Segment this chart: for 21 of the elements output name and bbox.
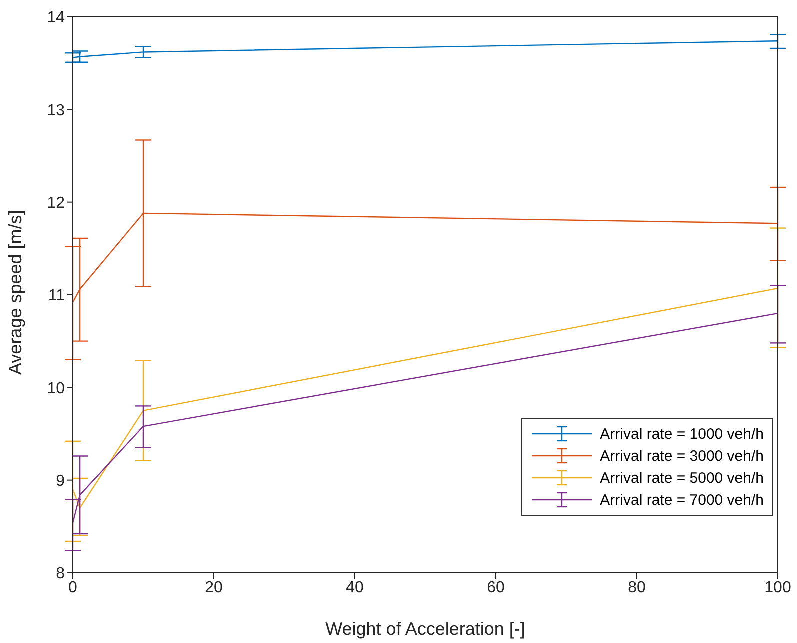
line-series bbox=[73, 40, 778, 58]
x-tick-label: 40 bbox=[346, 579, 364, 596]
y-tick-label: 13 bbox=[47, 102, 66, 120]
x-tick-label: 100 bbox=[764, 579, 792, 596]
y-tick-label: 9 bbox=[56, 473, 66, 490]
legend-label: Arrival rate = 5000 veh/h bbox=[600, 470, 764, 486]
y-tick-label: 11 bbox=[48, 288, 66, 305]
legend-label: Arrival rate = 3000 veh/h bbox=[600, 448, 764, 464]
y-tick-label: 14 bbox=[47, 10, 66, 27]
x-tick-label: 80 bbox=[628, 579, 646, 596]
x-tick-label: 60 bbox=[487, 579, 505, 596]
y-tick-label: 8 bbox=[56, 566, 66, 583]
x-axis-title: Weight of Acceleration [-] bbox=[326, 619, 526, 639]
y-tick-label: 10 bbox=[47, 380, 66, 398]
y-tick-label: 12 bbox=[47, 195, 66, 212]
line-series bbox=[73, 288, 778, 509]
legend-label: Arrival rate = 1000 veh/h bbox=[600, 426, 764, 442]
legend-label: Arrival rate = 7000 veh/h bbox=[600, 492, 764, 508]
x-tick-label: 20 bbox=[205, 579, 223, 596]
y-axis-title: Average speed [m/s] bbox=[5, 210, 26, 375]
x-tick-label: 0 bbox=[68, 579, 78, 596]
